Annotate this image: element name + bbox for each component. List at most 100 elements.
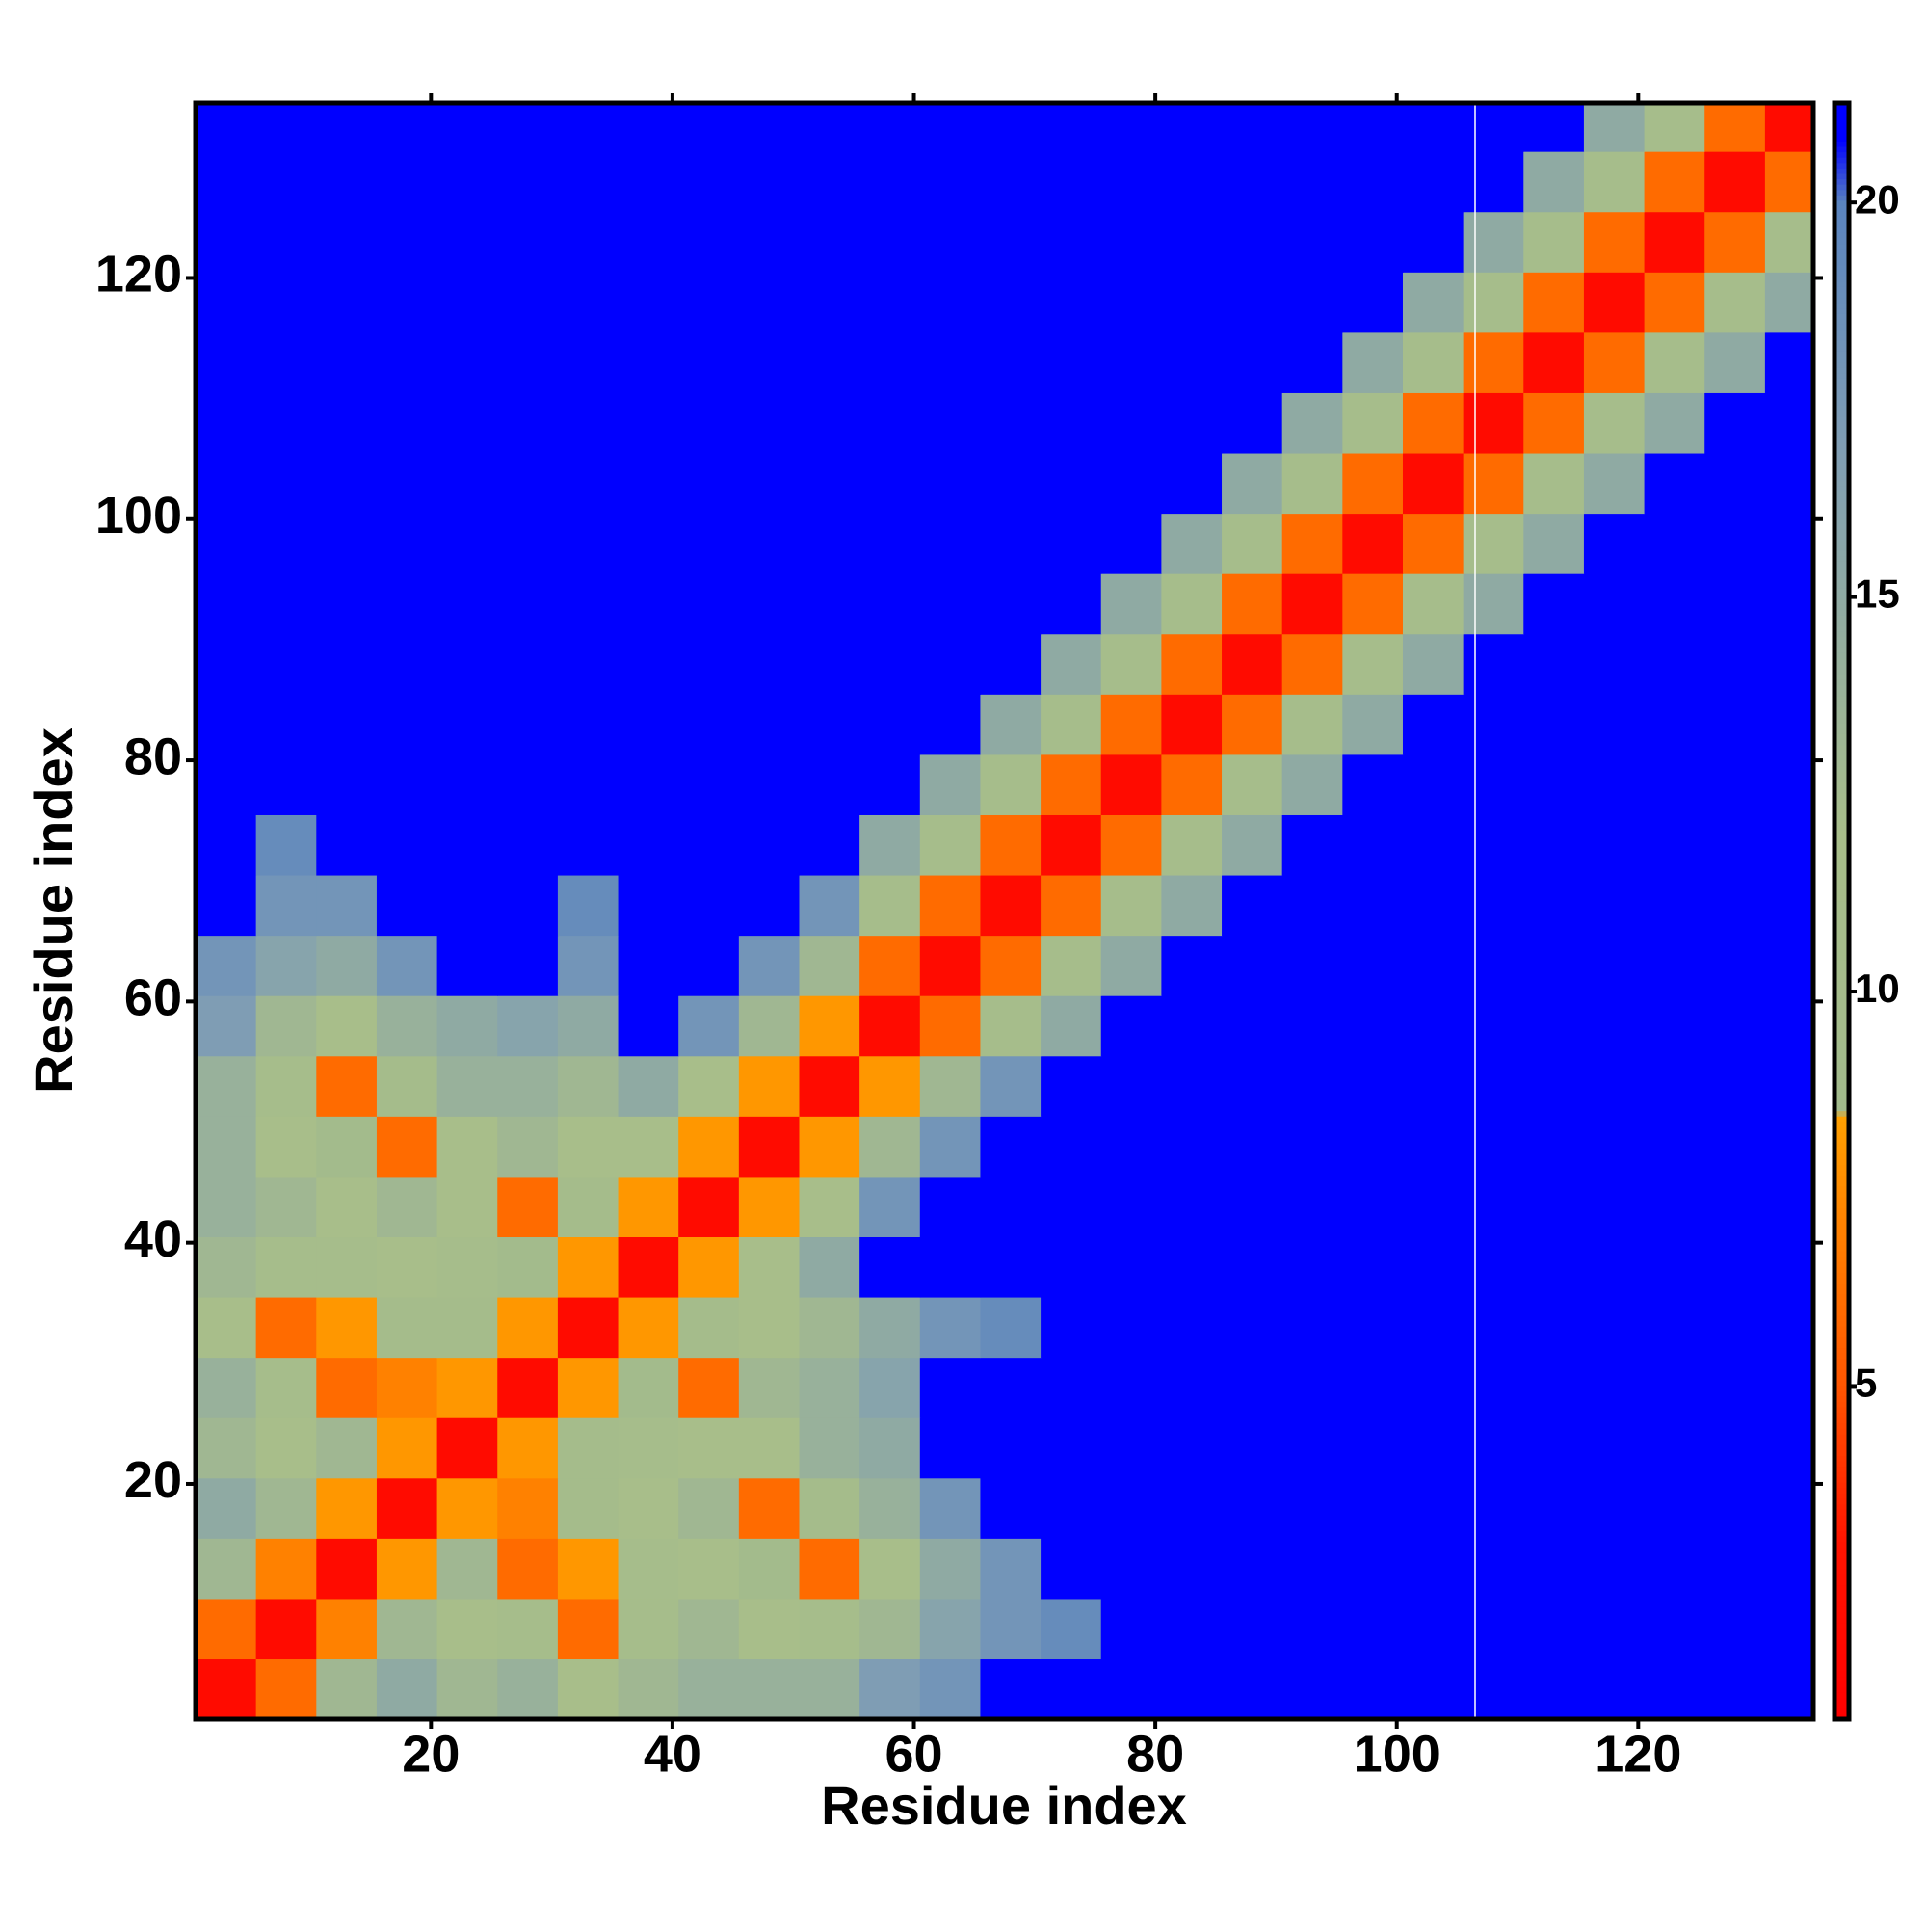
heatmap-cell <box>1281 272 1343 333</box>
heatmap-cell <box>1402 1598 1465 1660</box>
heatmap-cell <box>1100 1116 1162 1178</box>
heatmap-cell <box>919 1236 982 1298</box>
heatmap-cell <box>618 1357 679 1418</box>
heatmap-cell <box>1161 1236 1223 1298</box>
heatmap-cell <box>1644 633 1705 695</box>
heatmap-cell <box>1281 331 1343 393</box>
colorbar-segment <box>1835 103 1849 110</box>
heatmap-cell <box>1281 1055 1343 1117</box>
heatmap-cell <box>1583 754 1646 815</box>
heatmap-cell <box>1402 1477 1465 1539</box>
colorbar-segment <box>1835 1681 1849 1688</box>
colorbar-segment <box>1835 1638 1849 1645</box>
heatmap-cell <box>1644 1477 1705 1539</box>
heatmap-cell <box>1583 1357 1646 1418</box>
colorbar-segment <box>1835 911 1849 917</box>
heatmap-cell <box>618 1055 679 1117</box>
colorbar-segment <box>1835 1083 1849 1090</box>
colorbar-segment <box>1835 1470 1849 1478</box>
heatmap-cell <box>1161 331 1223 393</box>
colorbar-segment <box>1835 630 1849 638</box>
heatmap-cell <box>255 513 317 574</box>
heatmap-cell <box>1100 1658 1162 1719</box>
heatmap-cell <box>980 1055 1042 1117</box>
heatmap-cell <box>557 392 620 454</box>
heatmap-cell <box>678 1538 740 1600</box>
heatmap-cell <box>1583 211 1646 273</box>
colorbar-segment <box>1835 1466 1849 1472</box>
colorbar-segment <box>1835 297 1849 304</box>
heatmap-cell <box>738 392 801 454</box>
heatmap-cell <box>376 1116 438 1178</box>
colorbar-segment <box>1835 1137 1849 1144</box>
heatmap-cell <box>1161 211 1223 273</box>
colorbar-segment <box>1835 1433 1849 1441</box>
heatmap-cell <box>1222 392 1283 454</box>
plot-frame <box>193 100 1816 1722</box>
heatmap-cell <box>678 452 740 515</box>
colorbar-segment <box>1835 259 1849 266</box>
heatmap-cell <box>1402 633 1465 695</box>
colorbar-segment <box>1835 1158 1849 1166</box>
heatmap-cell <box>980 1116 1042 1178</box>
heatmap-cell <box>316 103 378 152</box>
colorbar-segment <box>1835 798 1849 805</box>
heatmap-cell <box>1523 392 1585 454</box>
colorbar-segment <box>1835 776 1849 783</box>
heatmap-cell <box>436 272 498 333</box>
heatmap-cell <box>255 331 317 393</box>
heatmap-cell <box>1583 1538 1646 1600</box>
colorbar-segment <box>1835 345 1849 352</box>
heatmap-cell <box>497 151 559 213</box>
heatmap-cell <box>1222 1658 1283 1719</box>
colorbar: 5 10 15 20 <box>1835 103 1900 1720</box>
colorbar-segment <box>1835 717 1849 724</box>
colorbar-segment <box>1835 1627 1849 1634</box>
heatmap-cell <box>1764 1236 1813 1298</box>
colorbar-segment <box>1835 965 1849 971</box>
heatmap-cell <box>1041 1176 1102 1238</box>
colorbar-segment <box>1835 399 1849 406</box>
heatmap-cell <box>1342 211 1404 273</box>
heatmap-cell <box>799 694 860 755</box>
heatmap-cell <box>557 331 620 393</box>
heatmap-cell <box>436 1357 498 1418</box>
heatmap-cell <box>1100 754 1162 815</box>
heatmap-cell <box>1402 272 1465 333</box>
heatmap-cell <box>1161 935 1223 996</box>
heatmap-cell <box>376 1296 438 1359</box>
heatmap-cell <box>1402 151 1465 213</box>
heatmap-cell <box>1041 1055 1102 1117</box>
heatmap-cell <box>1222 1116 1283 1178</box>
colorbar-segment <box>1835 593 1849 600</box>
colorbar-segment <box>1835 1029 1849 1036</box>
heatmap-cell <box>1100 1357 1162 1418</box>
heatmap-cell <box>678 392 740 454</box>
heatmap-cell <box>859 1538 921 1600</box>
colorbar-segment <box>1835 803 1849 810</box>
heatmap-cell <box>1402 103 1465 152</box>
heatmap-cell <box>919 331 982 393</box>
heatmap-cell <box>1402 995 1465 1057</box>
heatmap-cell <box>1644 694 1705 755</box>
heatmap-cell <box>1644 995 1705 1057</box>
heatmap-cell <box>557 1538 620 1600</box>
heatmap-cell <box>1583 1477 1646 1539</box>
heatmap-cell <box>859 1658 921 1719</box>
heatmap-cell <box>1523 211 1585 273</box>
heatmap-cell <box>1100 1236 1162 1298</box>
heatmap-cell <box>1281 754 1343 815</box>
colorbar-segment <box>1835 943 1849 950</box>
heatmap-cell <box>859 633 921 695</box>
colorbar-segment <box>1835 243 1849 250</box>
heatmap-cell <box>497 103 559 152</box>
heatmap-cell <box>316 1658 378 1719</box>
heatmap-cell <box>436 103 498 152</box>
colorbar-segment <box>1835 1390 1849 1397</box>
heatmap-cell <box>738 1417 801 1479</box>
heatmap-cell <box>859 513 921 574</box>
colorbar-tick-label: 5 <box>1855 1361 1877 1406</box>
colorbar-segment <box>1835 1379 1849 1387</box>
colorbar-segment <box>1835 1703 1849 1709</box>
colorbar-segment <box>1835 1239 1849 1246</box>
